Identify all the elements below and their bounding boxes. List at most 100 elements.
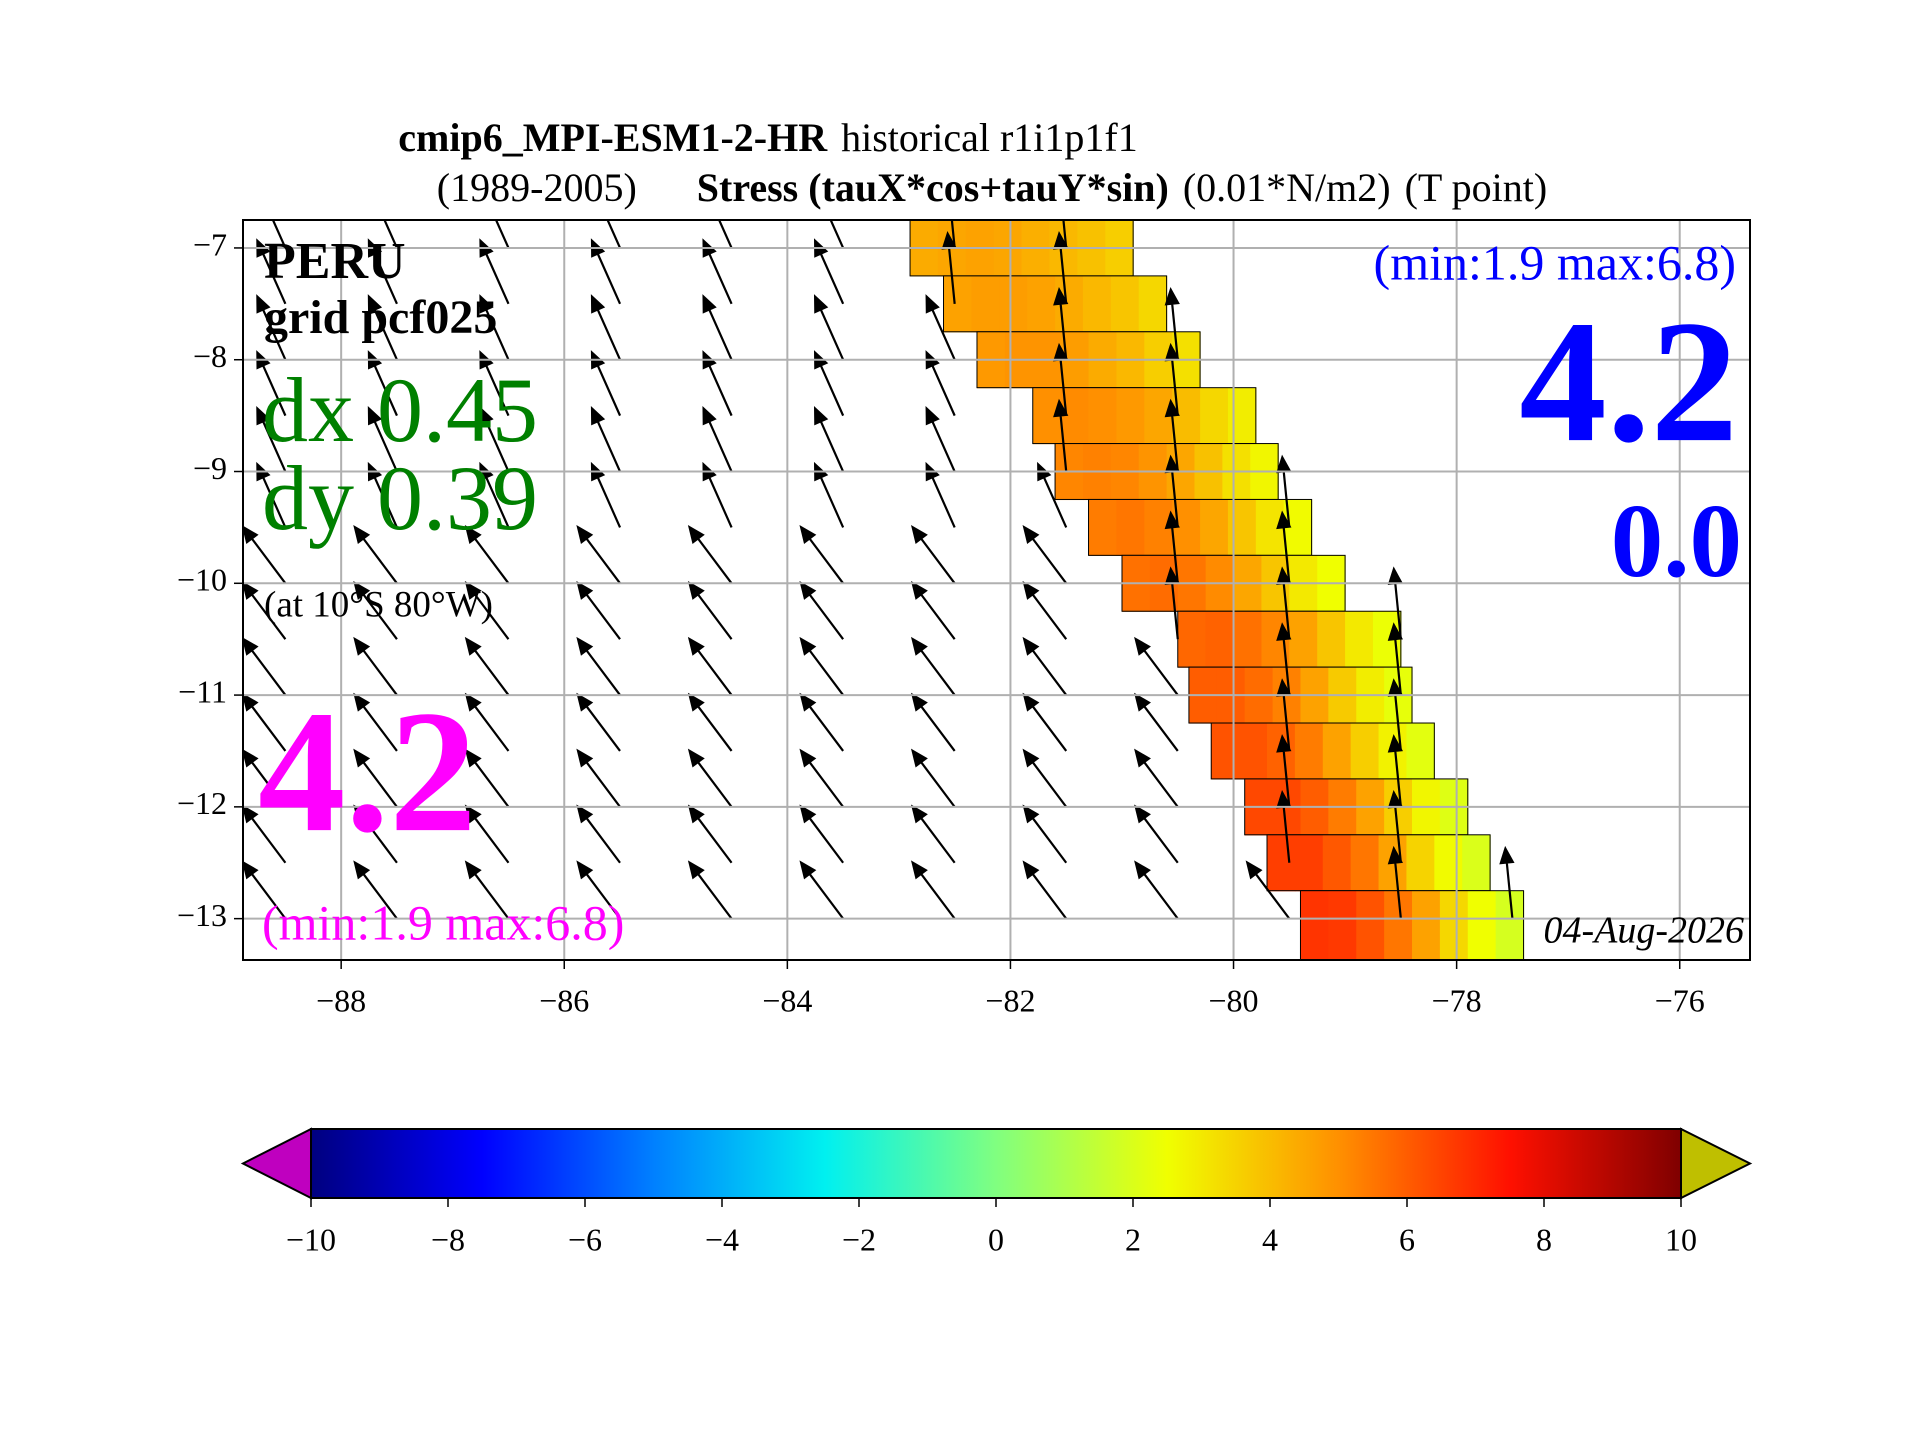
vector-arrow xyxy=(813,461,845,528)
y-tick-label: −10 xyxy=(177,562,227,598)
field-cell xyxy=(1233,611,1263,668)
vector-arrow xyxy=(367,405,398,472)
vector-arrow xyxy=(799,580,845,640)
field-cell xyxy=(1211,723,1240,780)
vector-arrow xyxy=(590,350,622,417)
vector-arrow xyxy=(576,580,621,640)
field-cell xyxy=(1322,723,1352,780)
vector-arrow xyxy=(1276,734,1292,807)
vector-arrow xyxy=(243,581,287,640)
vector-arrow xyxy=(799,525,845,584)
field-cell xyxy=(1406,834,1435,892)
vector-arrow xyxy=(1022,580,1068,640)
field-cell xyxy=(1082,275,1112,333)
x-tick-label: −78 xyxy=(1432,982,1482,1018)
vector-arrow xyxy=(1134,860,1179,920)
vector-arrow xyxy=(702,294,733,361)
vector-arrow xyxy=(367,294,398,361)
field-cell xyxy=(1177,611,1207,668)
field-cell xyxy=(1345,611,1374,668)
vector-arrow xyxy=(606,220,622,249)
region-label: PERU xyxy=(264,233,406,290)
vector-arrow xyxy=(464,636,510,696)
x-tick-label: −80 xyxy=(1209,982,1259,1018)
field-cell xyxy=(1239,723,1268,780)
vector-arrow xyxy=(910,748,956,808)
vector-arrow xyxy=(243,693,287,752)
y-tick-label: −7 xyxy=(193,226,227,262)
x-tick-label: −82 xyxy=(985,982,1035,1018)
vector-arrow xyxy=(353,860,398,920)
grid-layer: −88 −86 −84 −82 −80 −78 −76 −7 −8 −9 −10 −11 −12 −13 xyxy=(177,220,1750,1018)
vector-arrow xyxy=(243,637,287,696)
vector-arrow xyxy=(687,748,733,808)
field-cell xyxy=(1317,611,1346,668)
title-part: (T point) xyxy=(1405,165,1548,210)
vector-arrow xyxy=(717,220,733,249)
y-tick-label: −12 xyxy=(177,785,227,821)
vector-arrow xyxy=(950,220,956,249)
vector-arrow xyxy=(813,405,845,472)
vector-arrow xyxy=(353,525,398,584)
field-cell xyxy=(1116,499,1145,556)
vector-arrow xyxy=(687,804,733,864)
vector-arrow xyxy=(799,804,845,864)
field-cell xyxy=(1350,723,1380,780)
vector-arrow xyxy=(702,238,733,305)
vector-arrow xyxy=(479,405,510,472)
vector-arrow xyxy=(243,861,287,920)
field-cell xyxy=(1300,890,1329,960)
vector-arrow xyxy=(590,461,622,528)
field-cell xyxy=(1439,890,1469,960)
vector-arrow xyxy=(813,238,845,305)
vector-arrow xyxy=(576,804,621,864)
vector-arrow xyxy=(590,294,622,361)
colorbar-tick-label: 6 xyxy=(1399,1221,1415,1257)
vector-arrow xyxy=(1022,860,1068,920)
right-value: 4.2 xyxy=(1519,284,1738,478)
vector-arrow xyxy=(1022,804,1068,864)
vector-arrow xyxy=(925,294,956,361)
field-cell xyxy=(943,275,973,333)
vector-arrow xyxy=(576,748,621,808)
colorbar-under xyxy=(240,1127,312,1200)
field-cell xyxy=(971,275,1000,333)
vector-arrow xyxy=(1134,804,1179,864)
vector-arrow xyxy=(910,692,956,752)
vector-arrow xyxy=(910,580,956,640)
vector-arrow xyxy=(271,220,287,249)
vector-arrow xyxy=(702,405,733,472)
field-cell xyxy=(1200,387,1229,445)
field-cell xyxy=(1267,834,1296,892)
colorbar-tick-label: 4 xyxy=(1262,1221,1278,1257)
colorbar-tick-label: −6 xyxy=(568,1221,602,1257)
vector-arrow xyxy=(925,461,956,528)
field-cell xyxy=(1138,275,1168,333)
field-cell xyxy=(1322,834,1352,892)
vector-arrow xyxy=(243,749,287,808)
vector-arrow xyxy=(590,405,622,472)
left-range: (min:1.9 max:6.8) xyxy=(262,894,624,950)
colorbar-tick-label: 2 xyxy=(1125,1221,1141,1257)
field-cell xyxy=(1116,387,1145,445)
field-cell xyxy=(1294,723,1324,780)
vector-arrow xyxy=(687,525,733,584)
vector-arrow xyxy=(1053,286,1069,360)
title-part: (1989-2005) xyxy=(437,165,637,210)
field-cell xyxy=(1350,834,1380,892)
right-range: (min:1.9 max:6.8) xyxy=(1374,234,1736,290)
vector-arrow xyxy=(464,748,510,808)
vector-arrow xyxy=(925,350,956,417)
field-outline xyxy=(1299,890,1525,960)
vector-arrow xyxy=(702,461,733,528)
vector-arrow xyxy=(813,294,845,361)
field-cell xyxy=(1406,723,1435,780)
vector-arrow xyxy=(243,525,287,584)
vector-arrow xyxy=(799,636,845,696)
x-tick-label: −86 xyxy=(539,982,589,1018)
vector-arrow xyxy=(702,350,733,417)
field-cell xyxy=(1088,387,1118,445)
vector-arrow xyxy=(799,860,845,920)
